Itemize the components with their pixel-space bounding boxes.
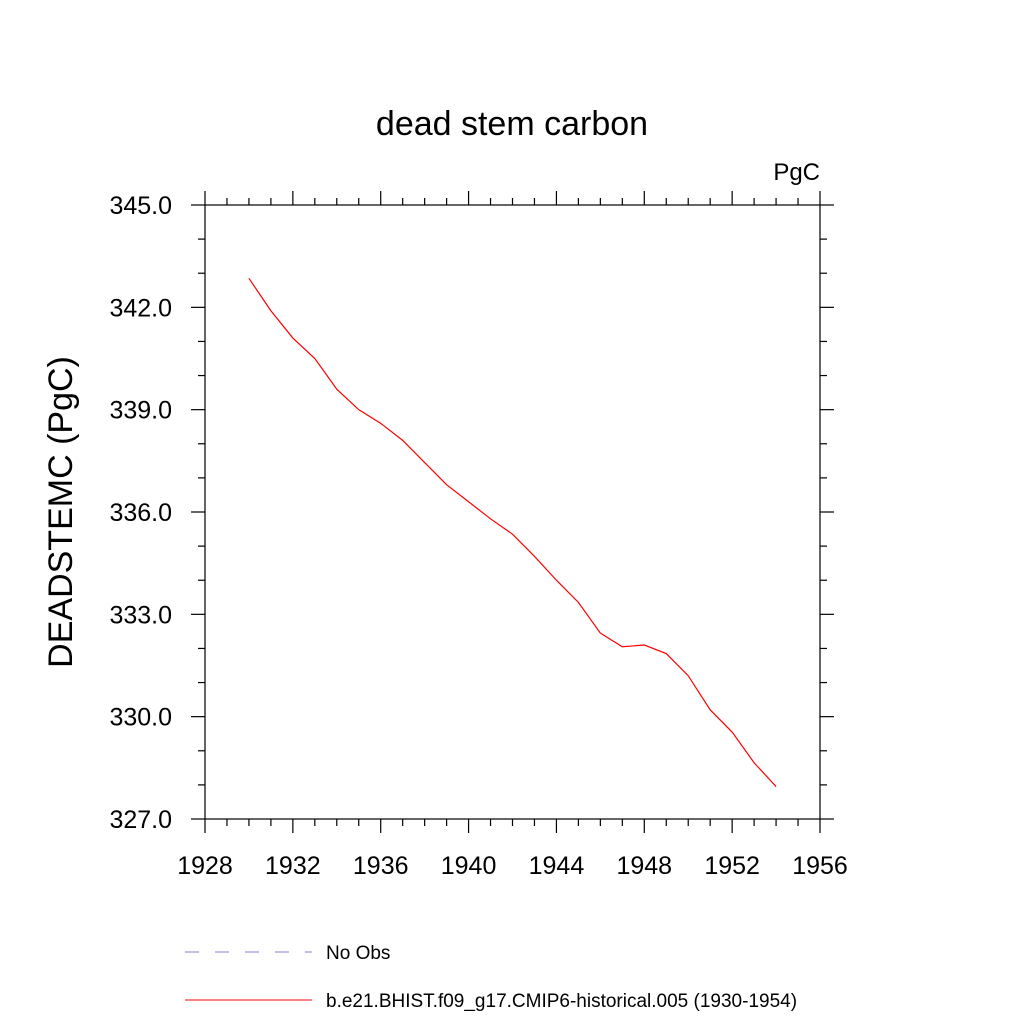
x-tick-label: 1944 xyxy=(529,852,585,880)
x-tick-label: 1956 xyxy=(792,852,848,880)
y-tick-label: 333.0 xyxy=(109,601,172,629)
y-tick-label: 327.0 xyxy=(109,806,172,834)
series-layer xyxy=(248,278,777,787)
y-axis-label: DEADSTEMC (PgC) xyxy=(42,356,80,668)
series-line xyxy=(248,278,777,787)
y-tick-label: 330.0 xyxy=(109,704,172,732)
y-axis-ticks: 327.0 330.0 333.0 336.0 339.0 342.0 345.0 xyxy=(109,192,834,834)
x-tick-label: 1928 xyxy=(177,852,233,880)
y-tick-label: 345.0 xyxy=(109,192,172,220)
x-tick-label: 1940 xyxy=(441,852,497,880)
x-tick-label: 1936 xyxy=(353,852,409,880)
legend-label: No Obs xyxy=(326,943,390,964)
x-tick-label: 1952 xyxy=(704,852,760,880)
x-axis-ticks: 1928 1932 1936 1940 1944 1948 1952 1956 xyxy=(177,191,848,880)
y-tick-label: 342.0 xyxy=(109,294,172,322)
units-label: PgC xyxy=(773,159,820,186)
legend-label: b.e21.BHIST.f09_g17.CMIP6-historical.005… xyxy=(326,991,797,1012)
y-tick-label: 336.0 xyxy=(109,499,172,527)
x-tick-label: 1932 xyxy=(265,852,321,880)
x-tick-label: 1948 xyxy=(616,852,672,880)
chart-title: dead stem carbon xyxy=(376,105,648,143)
legend: No Obs b.e21.BHIST.f09_g17.CMIP6-historic… xyxy=(185,943,797,1012)
y-tick-label: 339.0 xyxy=(109,397,172,425)
